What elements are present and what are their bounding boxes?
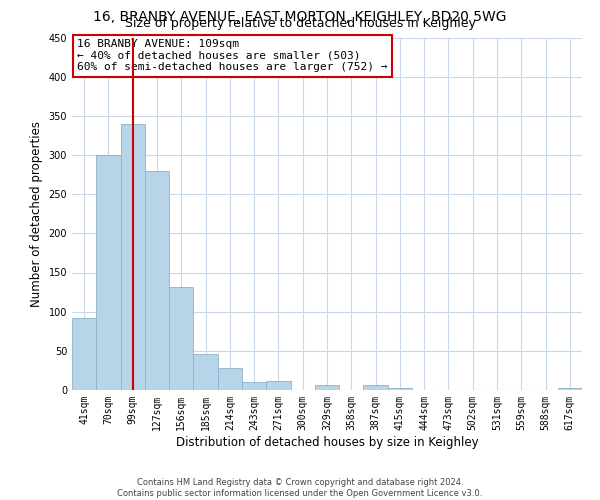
Bar <box>169 286 193 390</box>
Bar <box>72 318 96 390</box>
X-axis label: Distribution of detached houses by size in Keighley: Distribution of detached houses by size … <box>176 436 478 448</box>
Text: Size of property relative to detached houses in Keighley: Size of property relative to detached ho… <box>125 18 475 30</box>
Bar <box>96 155 121 390</box>
Bar <box>193 354 218 390</box>
Bar <box>145 170 169 390</box>
Y-axis label: Number of detached properties: Number of detached properties <box>30 120 43 306</box>
Bar <box>558 388 582 390</box>
Text: 16 BRANBY AVENUE: 109sqm
← 40% of detached houses are smaller (503)
60% of semi-: 16 BRANBY AVENUE: 109sqm ← 40% of detach… <box>77 40 388 72</box>
Bar <box>364 384 388 390</box>
Bar <box>242 382 266 390</box>
Bar <box>315 386 339 390</box>
Bar <box>266 380 290 390</box>
Bar <box>121 124 145 390</box>
Text: 16, BRANBY AVENUE, EAST MORTON, KEIGHLEY, BD20 5WG: 16, BRANBY AVENUE, EAST MORTON, KEIGHLEY… <box>93 10 507 24</box>
Bar <box>218 368 242 390</box>
Text: Contains HM Land Registry data © Crown copyright and database right 2024.
Contai: Contains HM Land Registry data © Crown c… <box>118 478 482 498</box>
Bar <box>388 388 412 390</box>
